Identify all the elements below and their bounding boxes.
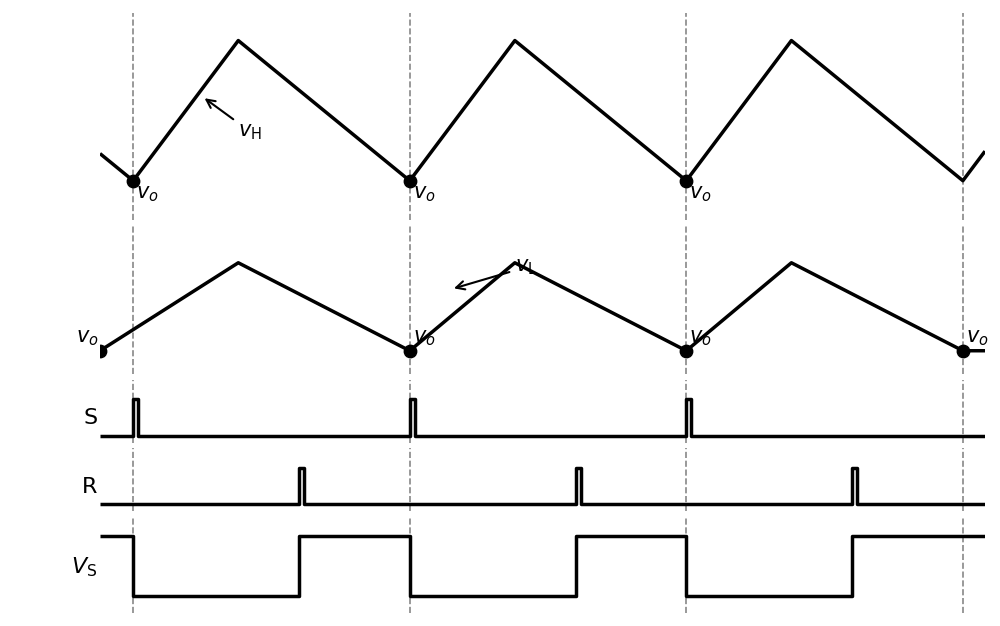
- Point: [678, 346, 694, 356]
- Text: $v_o$: $v_o$: [689, 329, 712, 349]
- Text: $v_o$: $v_o$: [413, 183, 435, 203]
- Text: $v_\mathrm{L}$: $v_\mathrm{L}$: [456, 257, 537, 289]
- Text: $v_o$: $v_o$: [689, 183, 712, 203]
- Point: [955, 346, 971, 356]
- Text: $v_o$: $v_o$: [966, 329, 988, 349]
- Point: [92, 346, 108, 356]
- Point: [402, 346, 418, 356]
- Text: $v_o$: $v_o$: [136, 183, 159, 203]
- Point: [678, 176, 694, 186]
- Point: [402, 176, 418, 186]
- Point: [125, 176, 141, 186]
- Text: $V_\mathrm{S}$: $V_\mathrm{S}$: [71, 555, 97, 579]
- Text: $v_o$: $v_o$: [413, 329, 435, 349]
- Text: R: R: [82, 477, 97, 497]
- Text: S: S: [83, 408, 97, 428]
- Text: $v_\mathrm{H}$: $v_\mathrm{H}$: [206, 100, 262, 141]
- Text: $v_o$: $v_o$: [76, 329, 99, 349]
